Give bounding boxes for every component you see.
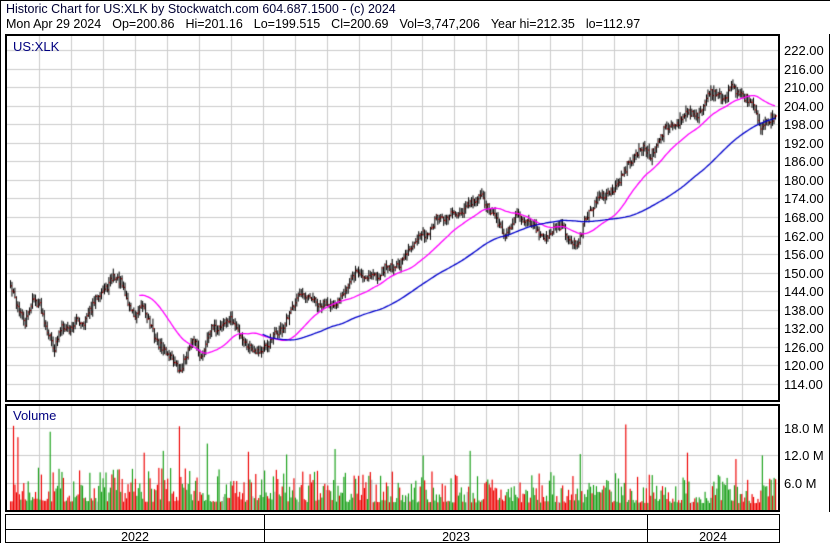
symbol-label: US:XLK [13,39,60,54]
quote-line: Mon Apr 29 2024 Op=200.86 Hi=201.16 Lo=199.… [6,17,640,31]
price-tick-label: 168.00 [784,210,824,225]
volume-tick-label: 6.0 M [784,475,817,491]
volume-label: Volume [13,408,57,423]
volume-chart-panel: Volume [5,404,780,512]
price-tick-label: 156.00 [784,247,824,263]
price-tick-label: 210.00 [784,80,824,96]
price-tick-label: 204.00 [784,98,824,114]
year-label-2022: 2022 [121,529,149,543]
price-tick-label: 192.00 [784,135,824,151]
quote-date: Mon Apr 29 2024 [6,17,102,31]
price-tick-label: 144.00 [784,284,824,300]
volume-tick-label: 18.0 M [784,421,824,437]
chart-title: Historic Chart for US:XLK by Stockwatch.… [6,2,396,16]
volume-tick-label: 12.0 M [784,448,824,464]
price-tick-label: 114.00 [784,377,823,392]
quote-year-low: lo=112.97 [585,17,641,31]
price-tick-label: 186.00 [784,154,824,170]
year-label-2023: 2023 [442,529,470,543]
time-axis-divider [6,529,779,530]
price-tick-label: 216.00 [784,61,824,77]
price-tick-label: 174.00 [784,191,824,207]
volume-axis: 18.0 M 12.0 M 6.0 M [784,404,830,512]
quote-year-high: Year hi=212.35 [490,17,575,31]
price-tick-label: 162.00 [784,228,824,244]
price-tick-label: 132.00 [784,321,824,337]
year-divider [264,515,265,542]
quote-volume: Vol=3,747,206 [399,17,480,31]
price-tick-label: 150.00 [784,265,824,281]
price-tick-label: 138.00 [784,302,824,318]
quote-close: Cl=200.69 [331,17,389,31]
price-tick-label: 120.00 [784,358,824,374]
year-label-2024: 2024 [699,529,727,543]
price-tick-label: 222.00 [784,43,824,58]
time-axis: 2022 2023 2024 [5,514,780,543]
price-chart-panel: US:XLK [5,34,780,402]
price-tick-label: 180.00 [784,172,824,188]
price-axis: 222.00 216.00 210.00 204.00 198.00 192.00 186.… [784,34,830,402]
quote-open: Op=200.86 [112,17,175,31]
price-tick-label: 198.00 [784,117,824,133]
year-divider [647,515,648,542]
volume-chart-canvas [7,406,778,510]
quote-high: Hi=201.16 [185,17,243,31]
price-tick-label: 126.00 [784,339,824,355]
price-chart-canvas [7,36,778,400]
quote-low: Lo=199.515 [253,17,321,31]
